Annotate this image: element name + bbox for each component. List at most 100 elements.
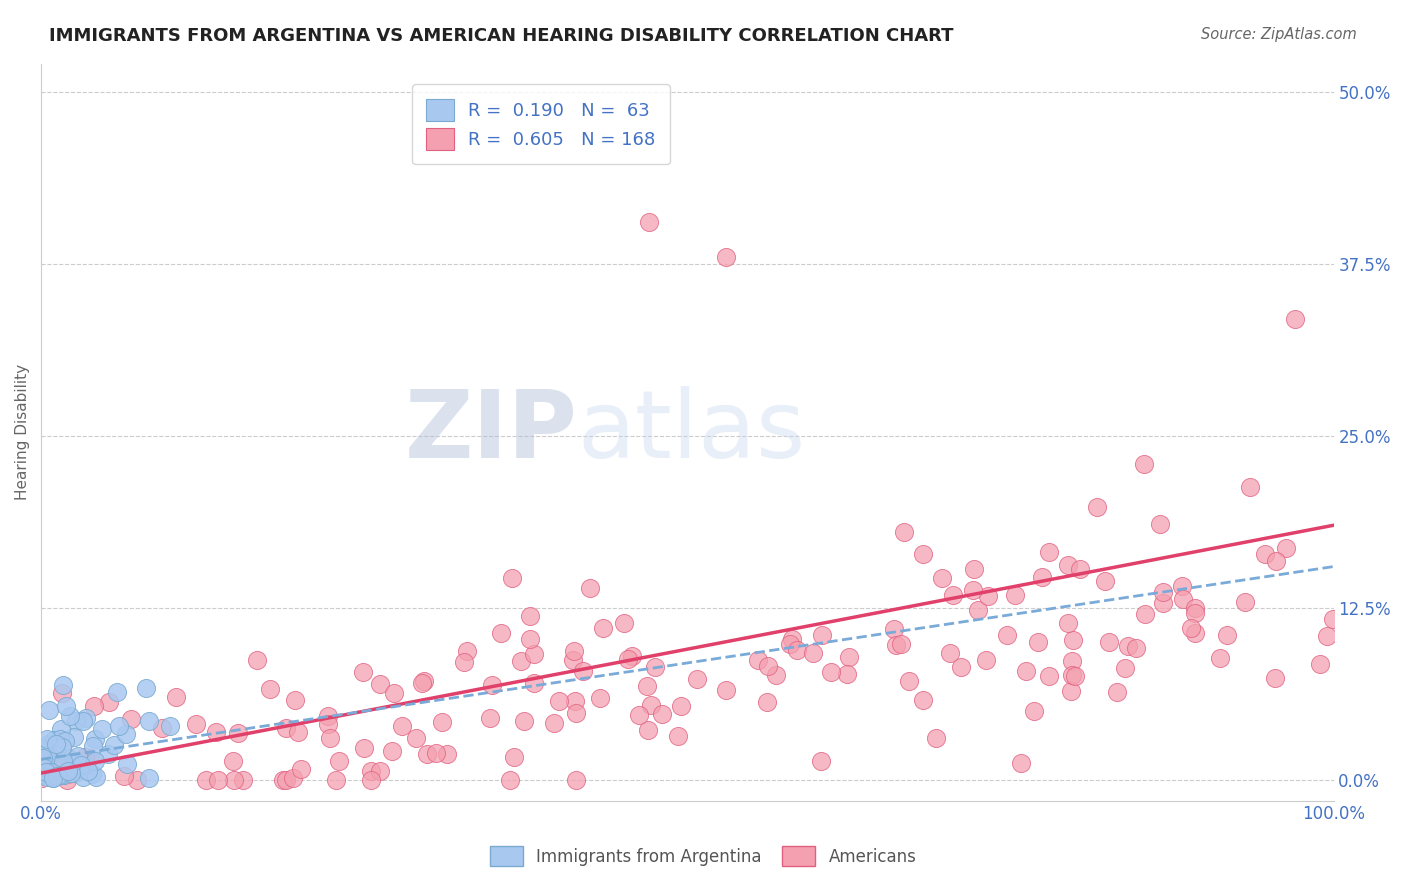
Point xyxy=(49,768,72,782)
Point xyxy=(1098,635,1121,649)
Point xyxy=(353,741,375,756)
Point xyxy=(51,686,73,700)
Point xyxy=(59,763,82,777)
Point xyxy=(1135,607,1157,622)
Point xyxy=(509,654,531,668)
Point xyxy=(513,714,536,729)
Point xyxy=(159,719,181,733)
Point xyxy=(138,771,160,785)
Point xyxy=(519,609,541,624)
Point xyxy=(950,660,973,674)
Point xyxy=(912,693,935,707)
Point xyxy=(207,772,229,787)
Point xyxy=(561,652,583,666)
Point xyxy=(31,751,53,765)
Point xyxy=(52,754,75,768)
Point xyxy=(1114,660,1136,674)
Point xyxy=(1011,756,1033,770)
Point xyxy=(35,765,58,780)
Point xyxy=(523,647,546,661)
Point xyxy=(77,764,100,778)
Point xyxy=(290,762,312,776)
Point xyxy=(1171,579,1194,593)
Point xyxy=(63,730,86,744)
Point xyxy=(1107,685,1129,699)
Point xyxy=(1152,585,1174,599)
Point xyxy=(75,711,97,725)
Point xyxy=(58,764,80,778)
Point xyxy=(962,562,984,576)
Point xyxy=(380,744,402,758)
Point xyxy=(432,714,454,729)
Point xyxy=(204,725,226,739)
Point xyxy=(186,717,208,731)
Point xyxy=(765,668,787,682)
Point xyxy=(669,699,692,714)
Point xyxy=(31,771,53,785)
Point xyxy=(259,681,281,696)
Point xyxy=(976,653,998,667)
Point xyxy=(30,748,52,763)
Point xyxy=(42,732,65,747)
Point xyxy=(1062,655,1084,669)
Point xyxy=(565,772,588,787)
Point xyxy=(65,754,87,768)
Point xyxy=(1060,684,1083,698)
Point xyxy=(884,638,907,652)
Point xyxy=(1062,632,1084,647)
Point xyxy=(41,771,63,785)
Point xyxy=(456,644,478,658)
Point xyxy=(835,666,858,681)
Point xyxy=(564,706,586,720)
Point xyxy=(82,739,104,753)
Point xyxy=(53,734,76,748)
Point xyxy=(1149,516,1171,531)
Point xyxy=(72,714,94,728)
Point xyxy=(412,674,434,689)
Point xyxy=(319,731,342,745)
Point xyxy=(83,754,105,768)
Point xyxy=(115,757,138,772)
Point xyxy=(58,766,80,780)
Point xyxy=(1152,596,1174,610)
Point xyxy=(1069,561,1091,575)
Point xyxy=(77,750,100,764)
Point xyxy=(150,721,173,735)
Point xyxy=(411,675,433,690)
Point xyxy=(316,709,339,723)
Point xyxy=(281,772,304,786)
Point xyxy=(328,754,350,768)
Point xyxy=(478,711,501,725)
Point xyxy=(1085,500,1108,514)
Point xyxy=(890,637,912,651)
Point xyxy=(60,766,83,780)
Point xyxy=(436,747,458,761)
Point xyxy=(70,762,93,776)
Point xyxy=(66,749,89,764)
Point xyxy=(562,644,585,658)
Point xyxy=(1309,657,1331,671)
Point xyxy=(34,760,56,774)
Point xyxy=(35,732,58,747)
Point xyxy=(42,771,65,785)
Point xyxy=(194,772,217,787)
Point xyxy=(135,681,157,695)
Point xyxy=(226,726,249,740)
Point xyxy=(316,716,339,731)
Legend: Immigrants from Argentina, Americans: Immigrants from Argentina, Americans xyxy=(484,839,922,873)
Point xyxy=(786,643,808,657)
Point xyxy=(1184,626,1206,640)
Point xyxy=(283,693,305,707)
Point xyxy=(883,622,905,636)
Point xyxy=(1216,628,1239,642)
Point xyxy=(1264,671,1286,685)
Point xyxy=(58,751,80,765)
Point xyxy=(70,757,93,772)
Point xyxy=(368,764,391,778)
Point xyxy=(97,695,120,709)
Point xyxy=(1265,554,1288,568)
Point xyxy=(325,772,347,787)
Point xyxy=(1116,640,1139,654)
Point xyxy=(939,646,962,660)
Point xyxy=(232,772,254,787)
